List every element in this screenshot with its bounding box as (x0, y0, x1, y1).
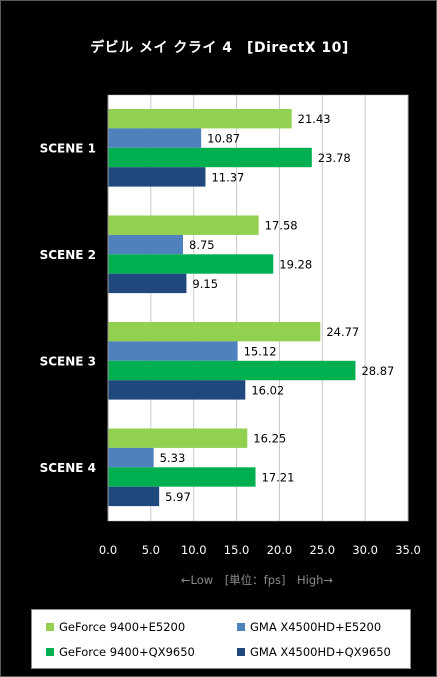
bar (108, 486, 160, 507)
category-label: SCENE 1 (40, 141, 96, 155)
category-label: SCENE 3 (40, 354, 96, 368)
data-label: 10.87 (207, 132, 240, 146)
bar (108, 254, 274, 274)
x-tick-label: 10.0 (181, 543, 207, 557)
bar (108, 109, 292, 129)
bar (108, 380, 246, 400)
legend-swatch (46, 648, 54, 656)
x-tick-label: 0.0 (99, 543, 117, 557)
category-label: SCENE 2 (40, 248, 96, 262)
legend-item-geforce-9400-qx9650: GeForce 9400+QX9650 (46, 645, 195, 659)
data-label: 23.78 (318, 151, 351, 165)
bar (108, 322, 321, 342)
x-tick-label: 15.0 (224, 543, 250, 557)
legend-label: GMA X4500HD+E5200 (250, 620, 382, 634)
category-label: SCENE 4 (40, 461, 96, 475)
legend-swatch (46, 623, 54, 631)
data-label: 24.77 (326, 325, 359, 339)
bar (108, 467, 256, 487)
bar (108, 447, 154, 468)
x-tick-label: 5.0 (142, 543, 160, 557)
x-tick-label: 25.0 (309, 543, 335, 557)
legend-swatch (237, 648, 245, 656)
legend-label: GMA X4500HD+QX9650 (250, 645, 391, 659)
legend-label: GeForce 9400+E5200 (59, 620, 186, 634)
x-tick-label: 30.0 (352, 543, 378, 557)
bar (108, 360, 356, 381)
bar (108, 341, 238, 361)
bar (108, 234, 183, 255)
legend-label: GeForce 9400+QX9650 (59, 645, 195, 659)
bar (108, 167, 206, 187)
legend-item-geforce-9400-e5200: GeForce 9400+E5200 (46, 620, 185, 634)
data-label: 17.21 (262, 471, 295, 485)
data-label: 16.02 (251, 383, 284, 397)
data-label: 8.75 (189, 238, 215, 252)
data-label: 9.15 (192, 277, 218, 291)
data-label: 17.58 (265, 219, 298, 233)
data-label: 15.12 (244, 345, 277, 359)
bar (108, 215, 259, 235)
data-label: 16.25 (253, 432, 286, 446)
bar-chart-plot: 0.0 5.0 10.0 15.0 20.0 25.0 30.0 35.0 21.43 10.87… (40, 94, 421, 557)
bar (108, 147, 312, 168)
data-label: 28.87 (361, 364, 394, 378)
x-tick-label: 20.0 (267, 543, 293, 557)
data-label: 21.43 (298, 112, 331, 126)
plot-border (107, 94, 409, 522)
legend-swatch (237, 623, 245, 631)
x-tick-label: 35.0 (395, 543, 421, 557)
legend-item-gma-x4500hd-qx9650: GMA X4500HD+QX9650 (237, 645, 391, 659)
chart-title: デビル メイ クライ 4 [DirectX 10] (90, 40, 349, 56)
data-label: 11.37 (211, 170, 244, 184)
data-label: 19.28 (279, 258, 312, 272)
chart-legend: GeForce 9400+E5200 GMA X4500HD+E5200 GeF… (31, 609, 411, 669)
x-axis-unit-caption: ←Low [単位：fps] High→ (180, 573, 334, 587)
legend-item-gma-x4500hd-e5200: GMA X4500HD+E5200 (237, 620, 381, 634)
bar (108, 273, 187, 294)
bar (108, 428, 248, 448)
bar (108, 128, 202, 148)
data-label: 5.97 (165, 490, 191, 504)
data-label: 5.33 (160, 451, 186, 465)
